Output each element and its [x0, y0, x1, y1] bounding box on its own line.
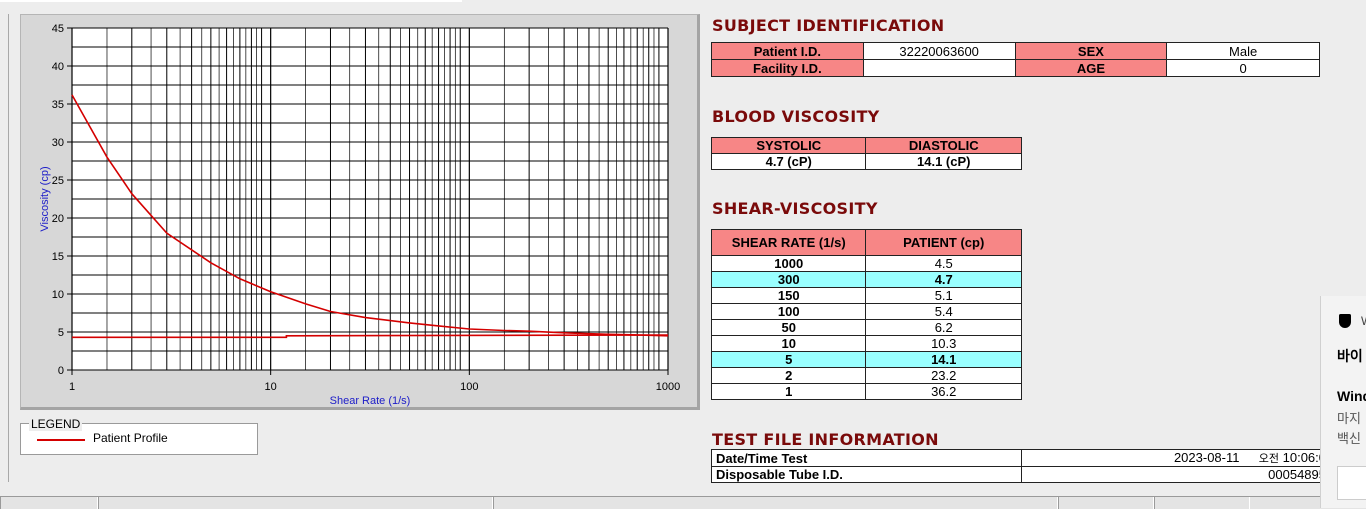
age-value: 0: [1166, 59, 1320, 77]
systolic-label: SYSTOLIC: [710, 137, 867, 154]
blood-heading: BLOOD VISCOSITY: [712, 107, 880, 126]
y-tick-label: 10: [52, 289, 64, 301]
patient-cell: 36.2: [865, 383, 1022, 400]
facility-id-value: [862, 59, 1016, 77]
y-tick-label: 15: [52, 251, 64, 263]
y-tick-label: 30: [52, 137, 64, 149]
patient-id-label: Patient I.D.: [711, 42, 864, 60]
file-heading: TEST FILE INFORMATION: [712, 430, 939, 449]
subject-heading: SUBJECT IDENTIFICATION: [712, 16, 945, 35]
notification-title: 바이: [1337, 348, 1363, 364]
shear-rate-cell: 300: [710, 271, 867, 288]
patient-id-value: 32220063600: [862, 42, 1016, 60]
shear-table: SHEAR RATE (1/s) PATIENT (cp) 1000 4.5 30…: [710, 229, 1022, 400]
notification-button[interactable]: [1337, 466, 1366, 500]
shear-rate-cell: 150: [710, 287, 867, 304]
diastolic-label: DIASTOLIC: [865, 137, 1022, 154]
shear-rate-cell: 50: [710, 319, 867, 336]
viscosity-chart: 0 5 10 15 20 25 30 35 40 45 1 10 100 1000 Shear Rate (…: [39, 23, 680, 407]
y-tick-label: 40: [52, 61, 64, 73]
y-tick-label: 25: [52, 175, 64, 187]
notification-text: 마지: [1337, 411, 1361, 426]
sex-label: SEX: [1014, 42, 1168, 60]
patient-cell: 23.2: [865, 367, 1022, 384]
shear-rate-cell: 2: [710, 367, 867, 384]
series-line: [71, 94, 669, 337]
x-tick-label: 10: [265, 381, 277, 393]
shear-rate-header: SHEAR RATE (1/s): [710, 229, 867, 256]
subject-table: Patient I.D. 32220063600 SEX Male Facili…: [711, 42, 1320, 77]
notification-subtitle: Wind: [1337, 388, 1366, 404]
ampm-value: 오전: [1258, 453, 1279, 465]
date-time-value: 2023-08-11 오전 10:06:0: [1021, 449, 1331, 467]
patient-cell: 6.2: [865, 319, 1022, 336]
blood-table: SYSTOLIC DIASTOLIC 4.7 (cP) 14.1 (cP): [710, 137, 1022, 170]
status-segment: [98, 497, 493, 509]
status-segment: [493, 497, 1058, 509]
sex-value: Male: [1166, 42, 1320, 60]
y-tick-label: 0: [58, 365, 64, 377]
patient-header: PATIENT (cp): [865, 229, 1022, 256]
notification-app-name: W: [1361, 314, 1366, 328]
legend: LEGEND Patient Profile: [20, 417, 258, 455]
time-value: 10:06:0: [1282, 450, 1326, 465]
date-time-label: Date/Time Test: [710, 449, 1023, 467]
shear-rate-cell: 1: [710, 383, 867, 400]
shear-rate-cell: 5: [710, 351, 867, 368]
patient-cell: 5.1: [865, 287, 1022, 304]
y-tick-label: 20: [52, 213, 64, 225]
shear-rate-cell: 100: [710, 303, 867, 320]
patient-cell: 4.5: [865, 255, 1022, 272]
x-tick-label: 1000: [656, 381, 680, 393]
series-line: [72, 334, 669, 339]
notification-text: 백신: [1337, 431, 1361, 446]
patient-cell: 5.4: [865, 303, 1022, 320]
y-axis-label: Viscosity (cp): [39, 166, 51, 231]
patient-cell: 10.3: [865, 335, 1022, 352]
y-tick-label: 45: [52, 23, 64, 35]
y-tick-label: 5: [58, 327, 64, 339]
top-edge: [0, 0, 462, 2]
shear-heading: SHEAR-VISCOSITY: [712, 199, 878, 218]
x-tick-label: 1: [69, 381, 75, 393]
tube-id-label: Disposable Tube I.D.: [710, 466, 1023, 483]
facility-id-label: Facility I.D.: [711, 59, 864, 77]
status-segment: [1058, 497, 1154, 509]
patient-cell: 4.7: [865, 271, 1022, 288]
patient-cell: 14.1: [865, 351, 1022, 368]
x-axis-label: Shear Rate (1/s): [330, 395, 411, 407]
shear-rate-cell: 10: [710, 335, 867, 352]
status-segment: [1154, 497, 1250, 509]
y-tick-label: 35: [52, 99, 64, 111]
date-value: 2023-08-11: [1173, 450, 1240, 465]
status-segment: [0, 497, 98, 509]
file-table: Date/Time Test 2023-08-11 오전 10:06:0 Dis…: [710, 449, 1331, 483]
age-label: AGE: [1014, 59, 1168, 77]
x-tick-label: 100: [460, 381, 478, 393]
shear-rate-cell: 1000: [710, 255, 867, 272]
diastolic-value: 14.1 (cP): [865, 153, 1022, 170]
tube-id-value: 00054895: [1021, 466, 1331, 483]
security-notification[interactable]: W 바이 Wind 마지 백신: [1320, 296, 1366, 508]
shield-icon: [1339, 314, 1351, 328]
status-bar: [0, 496, 1366, 509]
legend-swatch: [37, 439, 85, 441]
systolic-value: 4.7 (cP): [710, 153, 867, 170]
legend-title: LEGEND: [29, 417, 83, 431]
left-separator: [8, 14, 9, 482]
legend-label: Patient Profile: [93, 431, 168, 445]
